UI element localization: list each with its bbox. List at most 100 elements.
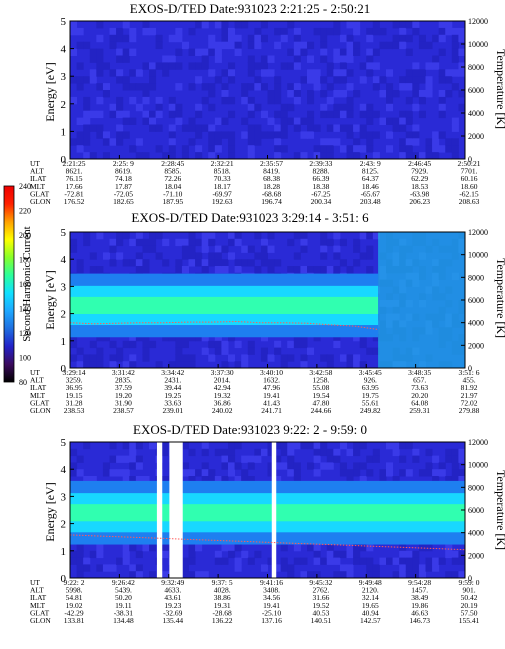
heatmap-cell xyxy=(366,117,374,125)
y2tick-label: 0 xyxy=(468,155,472,164)
y2tick-label: 2000 xyxy=(468,132,484,141)
heatmap-cell xyxy=(307,131,315,139)
heatmap-cell xyxy=(109,110,117,119)
heatmap-cell xyxy=(293,557,301,565)
ephemeris-cell: 72.02 xyxy=(461,398,478,407)
heatmap-cell xyxy=(287,571,295,579)
heatmap-cell xyxy=(116,48,124,56)
heatmap-cell xyxy=(280,557,288,565)
ytick-label: 5 xyxy=(61,16,67,28)
heatmap-cell xyxy=(274,27,282,36)
heatmap-cell xyxy=(181,238,189,247)
heatmap-cell xyxy=(326,62,334,70)
heatmap-cell xyxy=(326,462,334,470)
heatmap-cell xyxy=(260,34,268,43)
ephemeris-cell: 3259. xyxy=(66,376,83,385)
heatmap-cell xyxy=(399,152,407,160)
heatmap-cell xyxy=(142,27,150,36)
heatmap-cell xyxy=(359,476,367,484)
heatmap-cell xyxy=(149,340,157,349)
heatmap-cell xyxy=(445,138,453,146)
heatmap-cell xyxy=(162,69,170,77)
heatmap-cell xyxy=(458,34,466,43)
heatmap-cell xyxy=(333,76,341,84)
heatmap-cell xyxy=(438,557,446,565)
ephemeris-cell: 62.29 xyxy=(411,174,428,183)
heatmap-cell xyxy=(195,110,203,119)
ephemeris-cell: 73.63 xyxy=(411,383,428,392)
heatmap-cell xyxy=(142,110,150,119)
heatmap-cell xyxy=(307,571,315,579)
heatmap-cell xyxy=(333,252,341,260)
heatmap-cell xyxy=(353,557,361,565)
heatmap-cell xyxy=(293,152,301,160)
heatmap-cell xyxy=(116,110,124,119)
heatmap-cell xyxy=(412,138,420,146)
ephemeris-cell: 20.19 xyxy=(461,601,478,610)
heatmap-cell xyxy=(247,96,255,105)
ephemeris-cell: 137.16 xyxy=(261,616,282,625)
panel-3: EXOS-D/TED Date:931023 9:22: 2 - 9:59: 0… xyxy=(30,422,505,625)
heatmap-cell xyxy=(353,334,361,342)
heatmap-cell xyxy=(267,245,275,253)
heatmap-cell xyxy=(228,442,236,450)
heatmap-cell xyxy=(359,340,367,349)
ytick-label: 5 xyxy=(61,437,67,449)
heatmap-cell xyxy=(359,557,367,565)
heatmap-cell xyxy=(254,76,262,84)
heatmap-cell xyxy=(274,340,282,349)
heatmap-cell xyxy=(405,21,413,29)
heatmap-cell xyxy=(175,27,183,36)
heatmap-cell xyxy=(129,334,137,342)
heatmap-cell xyxy=(142,340,150,349)
heatmap-cell xyxy=(122,340,130,349)
heatmap-cell xyxy=(214,252,222,260)
heatmap-cell xyxy=(260,55,268,63)
heatmap-cell xyxy=(293,442,301,450)
heatmap-cell xyxy=(260,448,268,457)
ephemeris-cell: 196.74 xyxy=(261,197,282,206)
heatmap-cell xyxy=(260,238,268,247)
heatmap-cell xyxy=(96,110,104,119)
heatmap-cell xyxy=(392,448,400,457)
heatmap-cell xyxy=(274,83,282,91)
heatmap-cell xyxy=(405,564,413,572)
ephemeris-cell: 1258. xyxy=(312,376,329,385)
heatmap-cell xyxy=(326,145,334,153)
heatmap-cell xyxy=(293,27,301,36)
heatmap-cell xyxy=(405,76,413,84)
heatmap-cell xyxy=(214,476,222,484)
heatmap-cell xyxy=(333,245,341,253)
heatmap-cell xyxy=(241,354,249,362)
ephemeris-cell: 64.08 xyxy=(411,398,428,407)
heatmap-cell xyxy=(155,62,163,70)
heatmap-cell xyxy=(346,361,354,369)
heatmap-cell xyxy=(247,110,255,119)
colorbar-tick-label: 220 xyxy=(19,207,31,216)
heatmap-cell xyxy=(221,347,229,355)
heatmap-cell xyxy=(234,442,242,450)
heatmap-cell xyxy=(254,131,262,139)
heatmap-cell xyxy=(458,69,466,77)
heatmap-cell xyxy=(399,442,407,450)
heatmap-cell xyxy=(326,557,334,565)
heatmap-cell xyxy=(155,110,163,119)
heatmap-cell xyxy=(293,34,301,43)
ephemeris-cell: 136.22 xyxy=(212,616,233,625)
heatmap-cell xyxy=(300,76,308,84)
heatmap-cell xyxy=(366,469,374,477)
ephemeris-cell: 176.52 xyxy=(64,197,85,206)
heatmap-cell xyxy=(102,334,110,342)
heatmap-cell xyxy=(320,232,328,240)
ephemeris-cell: 3:48:35 xyxy=(408,368,431,377)
band-core xyxy=(70,296,379,315)
heatmap-cell xyxy=(405,138,413,146)
heatmap-cell xyxy=(76,361,84,369)
heatmap-cell xyxy=(425,448,433,457)
heatmap-cell xyxy=(181,266,189,274)
heatmap-cell xyxy=(307,462,315,470)
heatmap-cell xyxy=(359,76,367,84)
heatmap-cell xyxy=(451,48,459,56)
heatmap-cell xyxy=(168,110,176,119)
heatmap-cell xyxy=(70,469,78,477)
